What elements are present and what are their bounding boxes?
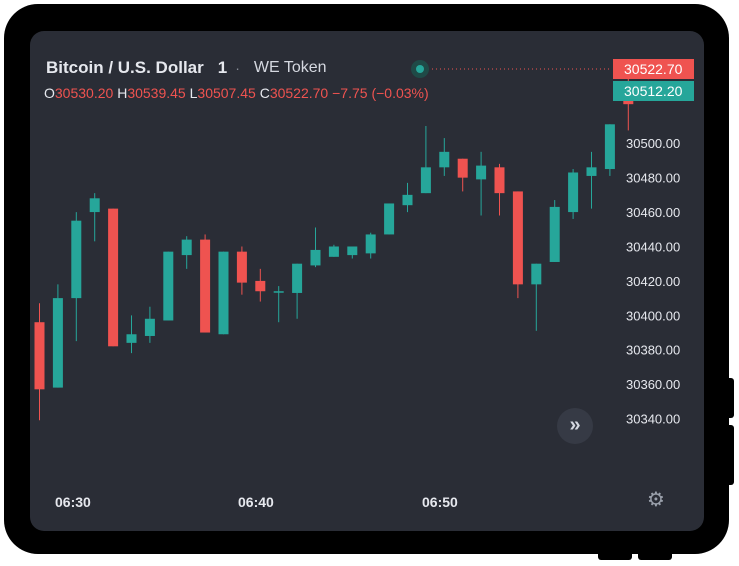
- bottom-button: [638, 554, 672, 560]
- time-tick-label: 06:40: [238, 494, 274, 510]
- price-tick-label: 30420.00: [626, 274, 680, 289]
- candle-body: [181, 239, 192, 256]
- last-price-label: 30522.70: [624, 61, 683, 77]
- candle-body: [568, 172, 579, 213]
- candle-body: [439, 151, 450, 168]
- time-axis: 06:30 06:40 06:50: [55, 494, 458, 510]
- time-tick-label: 06:30: [55, 494, 91, 510]
- candles-layer: [34, 75, 634, 421]
- price-tick-label: 30360.00: [626, 377, 680, 392]
- price-tick-label: 30500.00: [626, 136, 680, 151]
- candle-body: [218, 251, 229, 335]
- price-tick-label: 30460.00: [626, 205, 680, 220]
- candle-body: [52, 298, 63, 388]
- candle-body: [200, 239, 211, 333]
- candle-body: [347, 246, 358, 256]
- candle-body: [476, 165, 487, 180]
- candle-body: [144, 318, 155, 336]
- price-tick-label: 30340.00: [626, 412, 680, 427]
- candle-body: [586, 167, 597, 176]
- candle-body: [255, 280, 266, 292]
- candle-body: [531, 263, 542, 285]
- chart-screen[interactable]: 30340.00 30360.00 30380.00 30400.00 30420.00…: [30, 31, 704, 531]
- prev-price-label: 30512.20: [624, 83, 683, 99]
- candle-body: [292, 263, 303, 293]
- candle-body: [310, 249, 321, 266]
- candle-body: [236, 251, 247, 283]
- candle-body: [457, 158, 468, 178]
- price-labels: 30522.70 30512.20: [411, 59, 694, 101]
- live-dot-icon: [416, 65, 424, 73]
- candle-body: [420, 167, 431, 194]
- symbol-name[interactable]: Bitcoin / U.S. Dollar: [46, 58, 204, 77]
- change-value: −7.75 (−0.03%): [332, 85, 429, 101]
- candle-body: [384, 203, 395, 235]
- low-value: 30507.45: [197, 85, 256, 101]
- candle-body: [494, 167, 505, 194]
- price-tick-label: 30440.00: [626, 239, 680, 254]
- double-chevron-right-icon[interactable]: »: [557, 408, 593, 444]
- chart-legend-title[interactable]: Bitcoin / U.S. Dollar 1 · WE Token: [46, 58, 327, 78]
- high-key: H: [117, 85, 128, 101]
- open-key: O: [44, 85, 55, 101]
- side-button: [729, 425, 734, 485]
- price-axis: 30340.00 30360.00 30380.00 30400.00 30420.00…: [626, 136, 680, 426]
- bottom-button: [598, 554, 632, 560]
- last-price-badge: [613, 59, 694, 79]
- time-tick-label: 06:50: [422, 494, 458, 510]
- price-tick-label: 30480.00: [626, 171, 680, 186]
- candle-body: [604, 124, 615, 170]
- side-button: [729, 378, 734, 418]
- candle-body: [126, 334, 137, 343]
- price-tick-label: 30400.00: [626, 308, 680, 323]
- high-value: 30539.45: [127, 85, 186, 101]
- candlestick-chart[interactable]: 30340.00 30360.00 30380.00 30400.00 30420.00…: [30, 31, 704, 531]
- candle-body: [549, 206, 560, 262]
- candle-body: [402, 194, 413, 206]
- candle-body: [328, 246, 339, 257]
- open-value: 30530.20: [54, 85, 114, 101]
- gear-icon[interactable]: ⚙: [647, 489, 665, 511]
- candle-body: [108, 208, 119, 347]
- candle-body: [512, 191, 523, 285]
- candle-body: [365, 234, 376, 254]
- prev-price-badge: [613, 81, 694, 101]
- candle-body: [89, 198, 100, 213]
- price-tick-label: 30380.00: [626, 343, 680, 358]
- candle-body: [273, 291, 284, 293]
- close-key: C: [259, 85, 270, 101]
- legend-separator: ·: [235, 60, 240, 76]
- close-value: 30522.70: [269, 85, 329, 101]
- interval-label[interactable]: 1: [217, 58, 228, 77]
- low-key: L: [189, 85, 198, 101]
- candle-body: [163, 251, 174, 321]
- ohlc-values: O30530.20 H30539.45 L30507.45 C30522.70 …: [44, 85, 429, 101]
- candle-body: [71, 220, 82, 299]
- exchange-label[interactable]: WE Token: [253, 59, 327, 76]
- candle-body: [34, 322, 45, 390]
